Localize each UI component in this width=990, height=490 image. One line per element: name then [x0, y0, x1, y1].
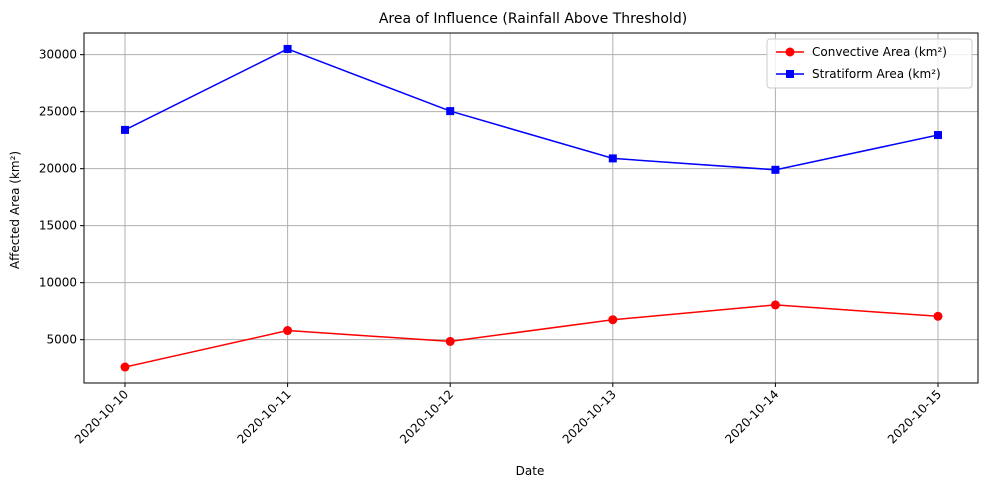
series-layer	[120, 44, 943, 372]
y-tick-label: 10000	[39, 276, 77, 290]
y-tick-label: 30000	[39, 48, 77, 62]
stratiform-point	[608, 154, 617, 163]
stratiform-point	[283, 44, 292, 53]
convective-point	[933, 311, 943, 321]
y-tick-label: 20000	[39, 162, 77, 176]
stratiform-point	[771, 165, 780, 174]
y-axis-title: Affected Area (km²)	[8, 151, 22, 269]
y-tick-label: 15000	[39, 219, 77, 233]
legend-label-stratiform: Stratiform Area (km²)	[812, 67, 941, 81]
convective-point	[120, 362, 130, 372]
convective-point	[608, 315, 618, 325]
stratiform-point	[121, 125, 129, 134]
legend-marker-convective	[785, 47, 795, 57]
convective-line	[124, 304, 939, 368]
legend-label-convective: Convective Area (km²)	[812, 45, 947, 59]
convective-point	[445, 336, 455, 346]
plot-frame	[83, 32, 979, 384]
y-tick-label: 5000	[46, 333, 77, 347]
legend-box	[766, 38, 973, 89]
stratiform-line	[124, 48, 939, 171]
chart-title: Area of Influence (Rainfall Above Thresh…	[379, 11, 687, 27]
stratiform-point	[446, 107, 455, 116]
y-tick-label: 25000	[39, 105, 77, 119]
legend-marker-stratiform	[786, 70, 794, 78]
convective-point	[770, 300, 780, 310]
convective-point	[283, 326, 293, 336]
x-axis-title: Date	[516, 464, 545, 478]
stratiform-point	[934, 131, 942, 140]
grid	[84, 33, 978, 383]
legend: Convective Area (km²) Stratiform Area (km…	[766, 38, 973, 89]
